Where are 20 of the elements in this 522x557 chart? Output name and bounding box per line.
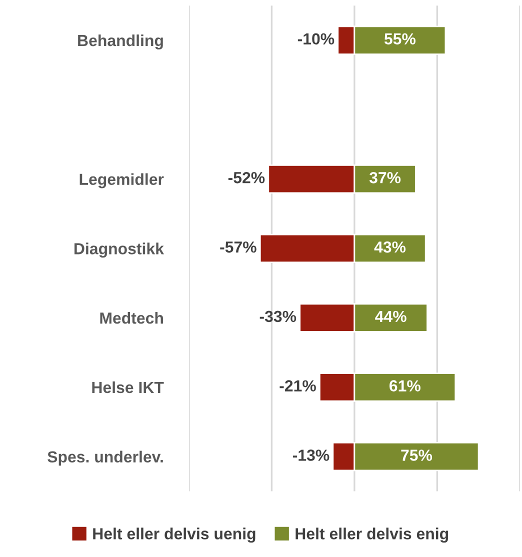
- y-tick-label: Behandling: [78, 34, 163, 50]
- y-tick-label: Helse IKT: [92, 381, 164, 394]
- y-tick-label: Spes. underlev.: [48, 450, 163, 466]
- data-label: 75%: [401, 450, 432, 461]
- data-label: 44%: [375, 310, 406, 322]
- data-label: -52%: [228, 172, 265, 184]
- y-tick-label: Legemidler: [80, 173, 164, 188]
- legend-label: Helt eller delvis uenig: [93, 528, 256, 543]
- y-tick-label: Medtech: [100, 312, 163, 324]
- data-label: -10%: [298, 33, 334, 45]
- data-label: -57%: [220, 241, 256, 253]
- legend-label: Helt eller delvis enig: [296, 528, 448, 543]
- data-label: 55%: [384, 33, 416, 45]
- data-label: 61%: [390, 380, 420, 392]
- data-label: 37%: [369, 172, 401, 184]
- data-label: -33%: [260, 310, 296, 322]
- data-label: -21%: [280, 380, 316, 392]
- data-label: 43%: [374, 241, 406, 253]
- y-tick-label: Diagnostikk: [74, 242, 164, 258]
- data-label: -13%: [292, 450, 330, 461]
